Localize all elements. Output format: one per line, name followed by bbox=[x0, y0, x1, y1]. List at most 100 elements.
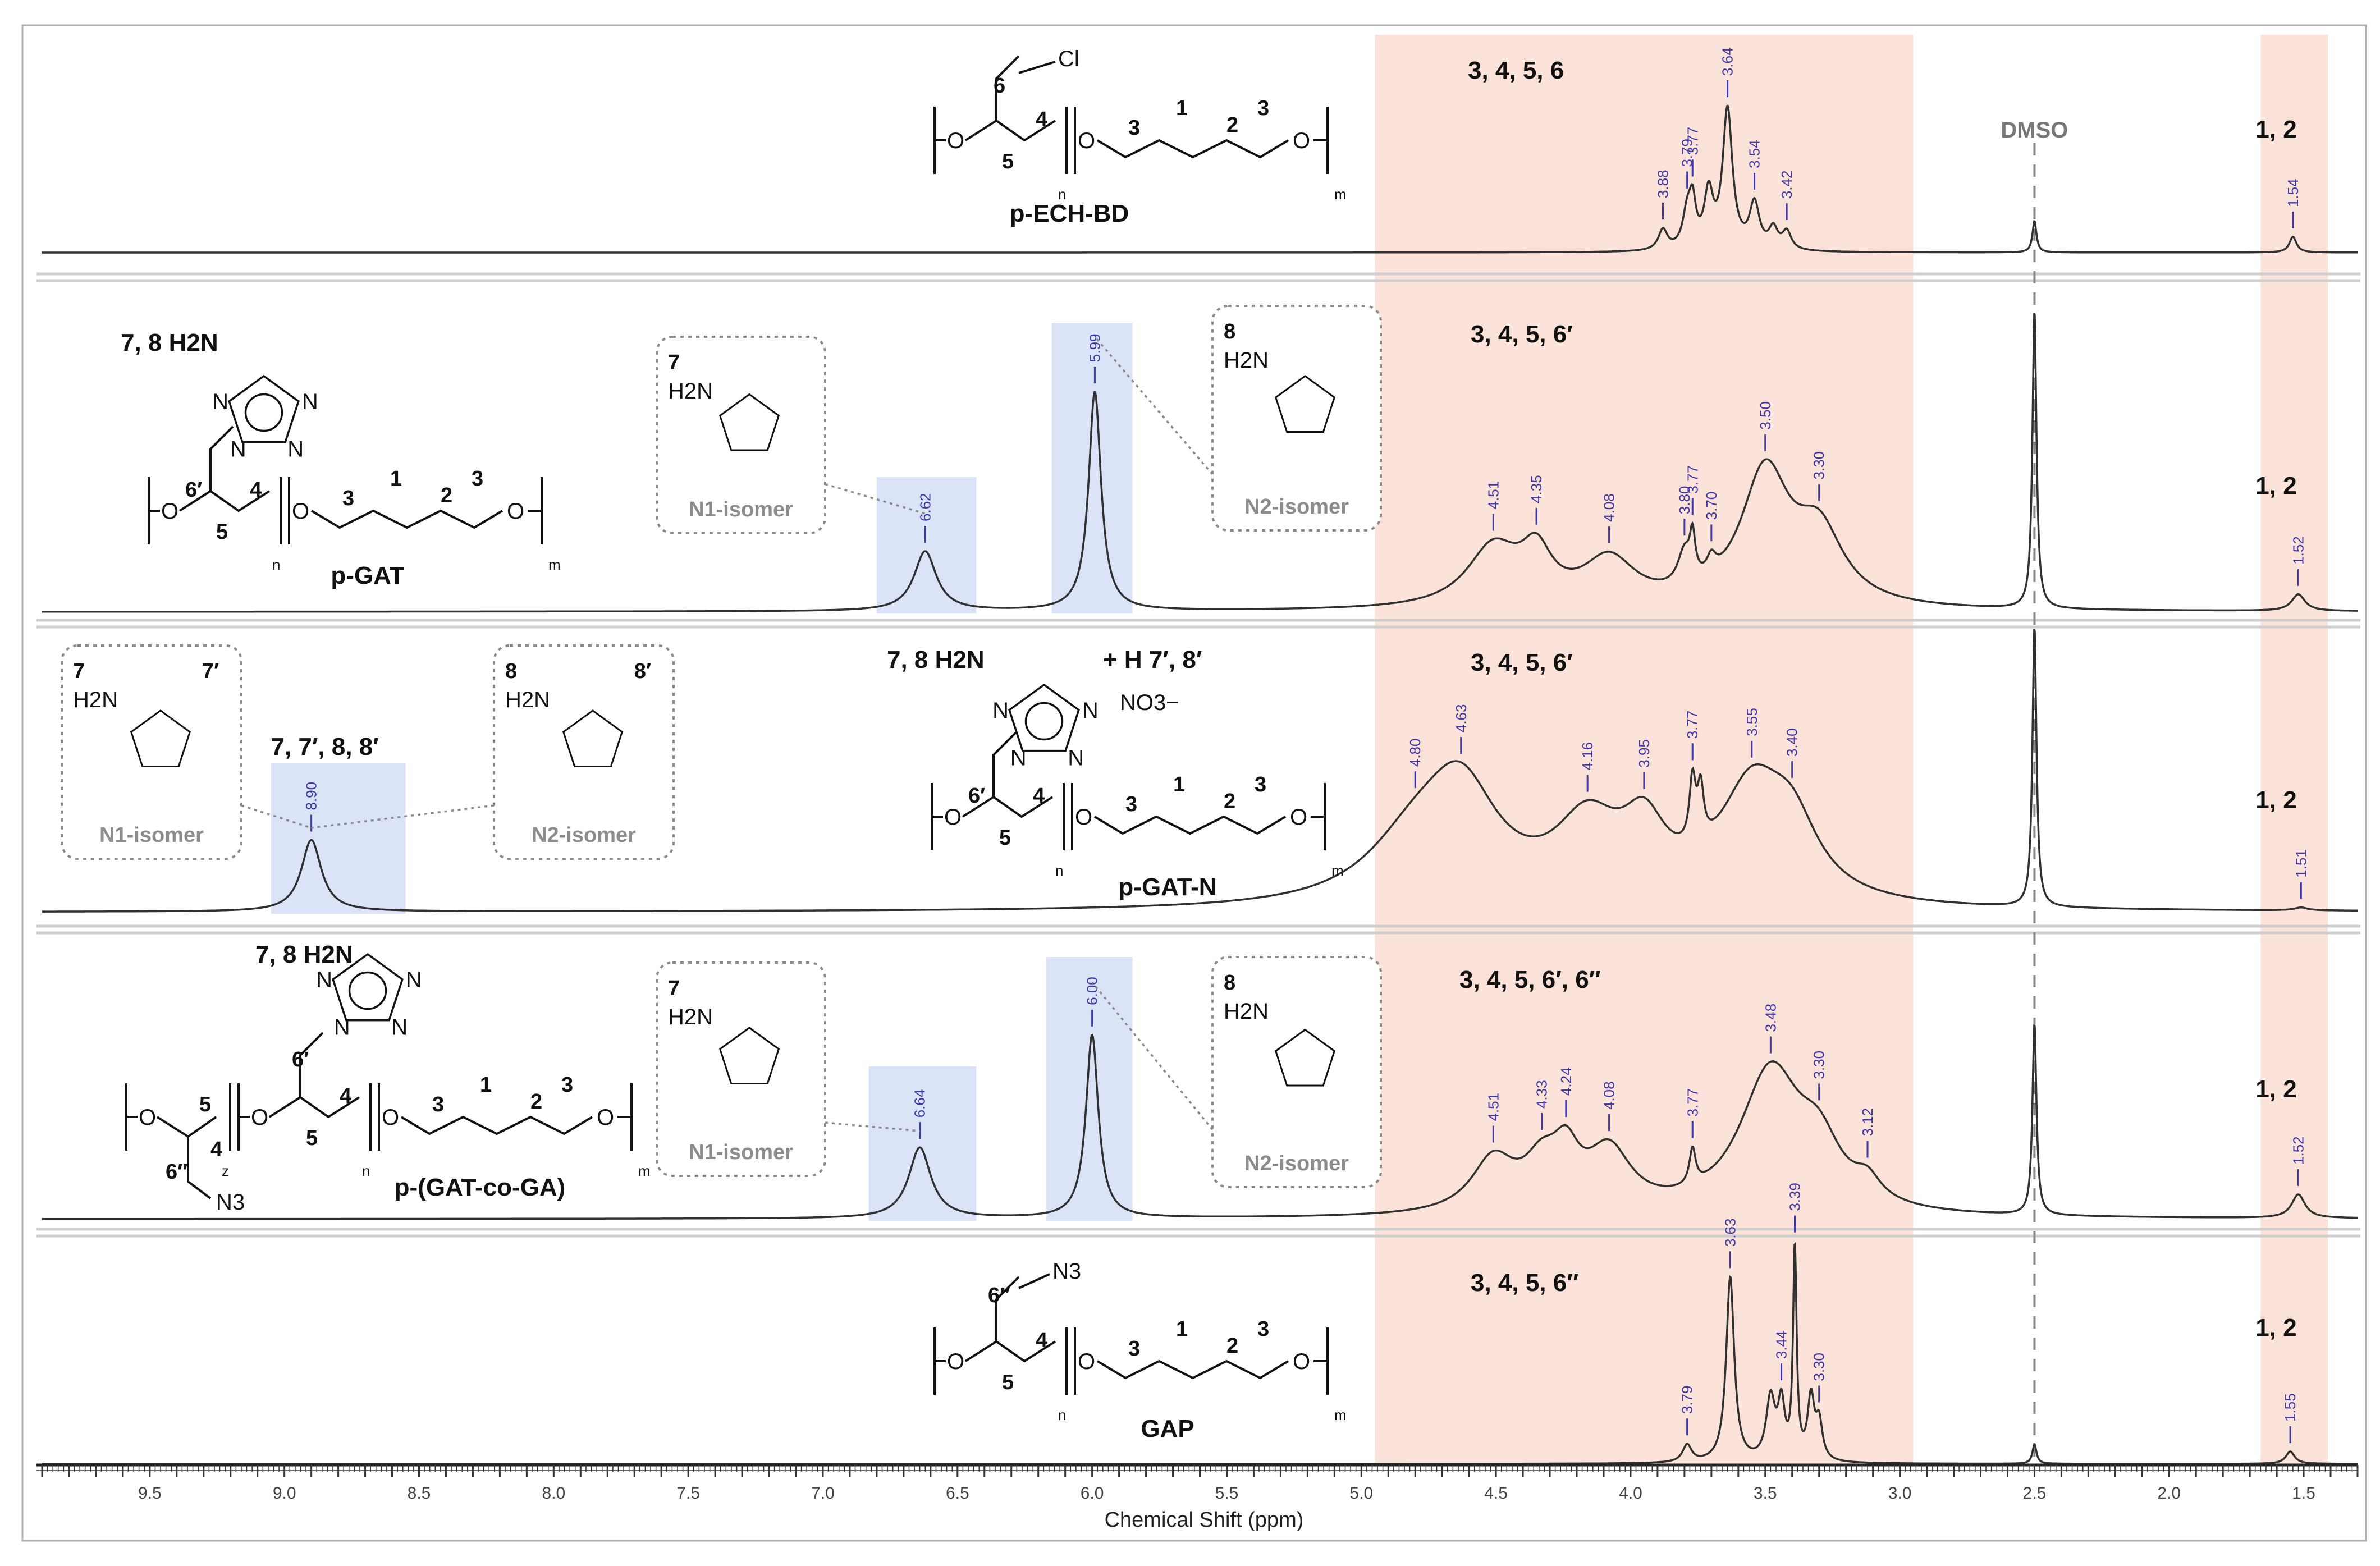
bond bbox=[268, 1096, 360, 1119]
isomer-label: N1-isomer bbox=[99, 823, 204, 847]
repeat-m: m bbox=[638, 1162, 651, 1179]
atom-o: O bbox=[292, 499, 309, 524]
inset-leader-line bbox=[1094, 336, 1214, 475]
peak-label: 3.40 bbox=[1784, 728, 1801, 757]
region-label: 3, 4, 5, 6″ bbox=[1471, 1269, 1578, 1297]
atom-number: 2 bbox=[441, 484, 452, 507]
peak-label: 4.80 bbox=[1407, 739, 1424, 767]
inset-n1-isomer bbox=[656, 336, 826, 534]
peak-label: 4.16 bbox=[1579, 742, 1596, 771]
bracket-middle bbox=[369, 1083, 380, 1151]
peak-label: 3.64 bbox=[1719, 47, 1736, 76]
inset-amine: H2N bbox=[505, 688, 550, 712]
atom-number: 3 bbox=[1257, 97, 1269, 120]
bracket-left bbox=[933, 1327, 946, 1395]
spectrum-p-ECH-BD bbox=[42, 104, 2358, 254]
atom-number: 6″ bbox=[166, 1160, 187, 1184]
peak-label: 3.12 bbox=[1859, 1108, 1876, 1137]
atom-n: N bbox=[302, 390, 318, 414]
repeat-n: n bbox=[272, 556, 280, 573]
x-tick-label: 2.0 bbox=[2157, 1484, 2181, 1503]
x-tick-label: 4.5 bbox=[1484, 1484, 1508, 1503]
atom-n: N bbox=[287, 437, 304, 462]
atom-number: 3 bbox=[1128, 1337, 1140, 1361]
atom-number: 1 bbox=[1176, 1317, 1188, 1341]
protonation-label: + H 7′, 8′ bbox=[1103, 646, 1202, 674]
tetrazole-ring bbox=[228, 374, 300, 443]
peak-label: 3.48 bbox=[1762, 1004, 1779, 1032]
region-label: 1, 2 bbox=[2255, 1075, 2296, 1103]
bracket-left bbox=[933, 107, 946, 174]
azide: N3 bbox=[1052, 1259, 1081, 1284]
bond bbox=[1093, 815, 1287, 835]
peak-group-label: 7, 7′, 8, 8′ bbox=[271, 733, 378, 761]
peak-label: 3.30 bbox=[1811, 1051, 1828, 1079]
structure-name: GAP bbox=[1141, 1415, 1194, 1443]
tetrazole-ring bbox=[1008, 683, 1080, 752]
peak-label: 3.54 bbox=[1746, 140, 1763, 168]
isomer-peak-highlight bbox=[868, 1066, 977, 1221]
inset-atom-number: 7 bbox=[668, 977, 680, 1000]
peak-label: 3.42 bbox=[1778, 171, 1795, 199]
peak-label: 1.52 bbox=[2290, 1136, 2306, 1165]
atom-number: 6′ bbox=[292, 1048, 309, 1072]
peak-label: 3.77 bbox=[1684, 711, 1701, 739]
peak-label: 3.77 bbox=[1684, 1088, 1701, 1117]
repeat-z: z bbox=[222, 1162, 229, 1179]
atom-number: 5 bbox=[1002, 150, 1014, 173]
structure-prefix: 7, 8 H2N bbox=[255, 941, 353, 968]
atom-o: O bbox=[1293, 1349, 1310, 1374]
atom-o: O bbox=[507, 499, 524, 524]
x-tick-label: 4.0 bbox=[1619, 1484, 1642, 1503]
peak-label: 3.88 bbox=[1655, 170, 1672, 198]
atom-n: N bbox=[334, 1015, 350, 1040]
x-tick-label: 9.5 bbox=[138, 1484, 162, 1503]
azide: N3 bbox=[216, 1190, 245, 1215]
atom-number: 4 bbox=[1033, 784, 1045, 808]
atom-number: 1 bbox=[1176, 97, 1188, 120]
repeat-m: m bbox=[1331, 862, 1344, 879]
side-chain bbox=[209, 425, 234, 491]
peak-label: 4.24 bbox=[1558, 1067, 1575, 1096]
inset-amine: H2N bbox=[668, 379, 713, 404]
tetrazole-aromatic bbox=[1024, 702, 1064, 741]
atom-o: O bbox=[947, 1349, 964, 1374]
atom-number: 2 bbox=[1224, 790, 1235, 813]
peak-label: 3.80 bbox=[1676, 486, 1693, 515]
region-label: 1, 2 bbox=[2255, 116, 2296, 143]
peak-label: 3.63 bbox=[1722, 1219, 1738, 1247]
bond bbox=[964, 1340, 1056, 1363]
x-tick-label: 7.5 bbox=[676, 1484, 700, 1503]
bracket-left bbox=[148, 477, 160, 544]
region-label: 3, 4, 5, 6′ bbox=[1471, 320, 1573, 348]
peak-label: 3.50 bbox=[1757, 401, 1774, 430]
bracket-right bbox=[528, 477, 543, 544]
atom-number: 5 bbox=[999, 826, 1011, 850]
atom-number: 3 bbox=[472, 467, 483, 491]
isomer-peak-highlights bbox=[271, 323, 1133, 1221]
isomer-peak-highlight bbox=[876, 477, 977, 613]
peak-label: 4.35 bbox=[1528, 475, 1545, 503]
x-tick-label: 5.5 bbox=[1215, 1484, 1239, 1503]
peak-label: 3.44 bbox=[1773, 1330, 1790, 1359]
repeat-n: n bbox=[1055, 862, 1063, 879]
inset-atom-number: 7′ bbox=[202, 660, 219, 683]
atom-number: 3 bbox=[1257, 1317, 1269, 1341]
atom-number: 4 bbox=[1036, 108, 1047, 131]
atom-number: 4 bbox=[210, 1138, 222, 1161]
bond bbox=[310, 509, 504, 529]
inset-n1-isomer bbox=[61, 644, 242, 860]
inset-atom-number: 8 bbox=[505, 660, 517, 683]
bracket-right bbox=[1313, 107, 1329, 174]
peak-label: 3.77 bbox=[1684, 127, 1701, 155]
inset-atom-number: 7 bbox=[668, 351, 680, 374]
atom-o: O bbox=[1290, 805, 1307, 830]
bond bbox=[400, 1115, 593, 1135]
atom-o: O bbox=[944, 805, 962, 830]
atom-number: 2 bbox=[1226, 113, 1238, 137]
atom-number: 4 bbox=[340, 1084, 351, 1108]
structure-name: p-GAT-N bbox=[1118, 873, 1216, 901]
atom-o: O bbox=[1078, 129, 1095, 153]
inset-atom-number: 8′ bbox=[634, 660, 651, 683]
